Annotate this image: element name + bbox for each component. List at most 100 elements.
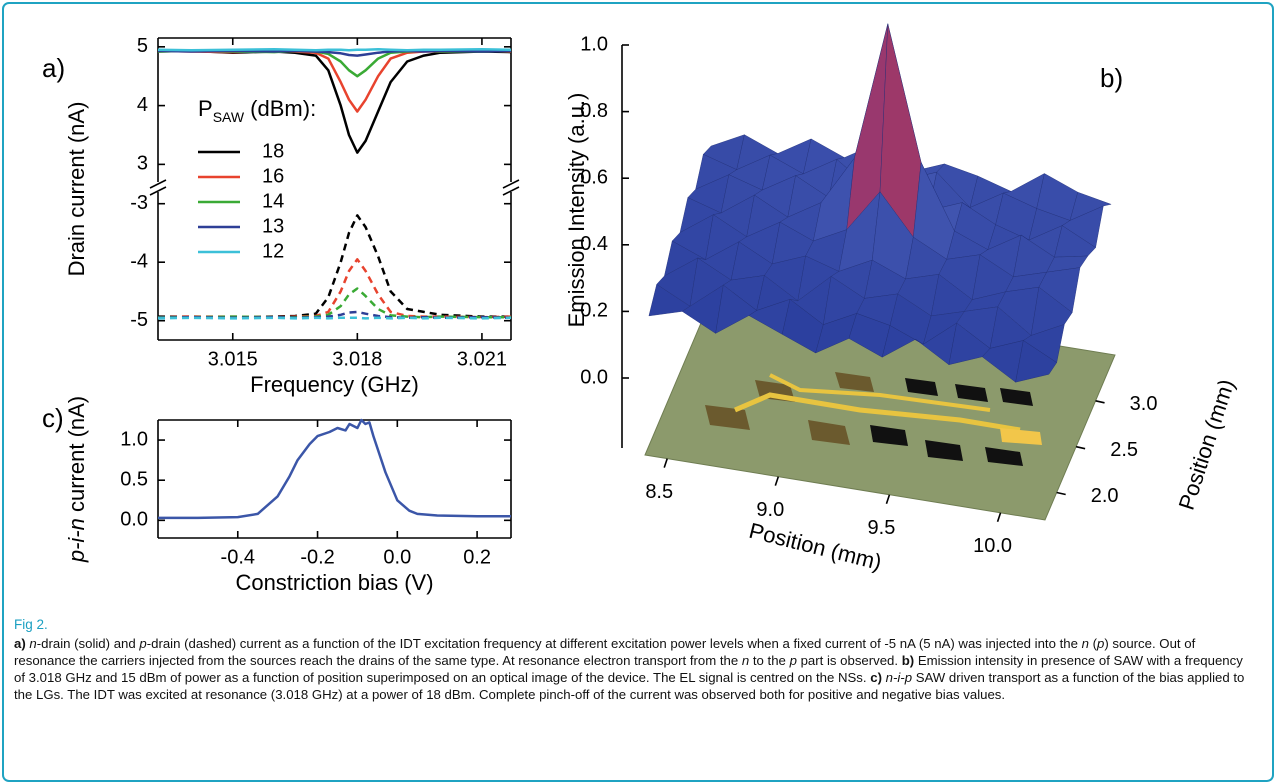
caption-text: a) n-drain (solid) and p-drain (dashed) … — [14, 635, 1254, 703]
caption-part: to the — [749, 653, 790, 668]
z-axis-title: Emission Intensity (a.u.) — [564, 93, 589, 328]
x-tick-label: 3.021 — [457, 348, 507, 370]
axis-break — [149, 186, 167, 196]
axis-break — [149, 179, 167, 189]
data-line — [157, 49, 512, 57]
x-tick — [996, 512, 1002, 523]
legend-title-part: (dBm): — [244, 96, 316, 121]
y-tick-label: 4 — [137, 94, 148, 116]
caption-part: ) source. Out of resonance the carriers … — [14, 636, 1196, 668]
legend-label: 13 — [262, 215, 284, 237]
y-axis-title: Drain current (nA) — [64, 102, 89, 277]
axis-break — [502, 186, 520, 196]
device-pad — [925, 440, 963, 461]
caption-part: p — [1097, 636, 1105, 651]
y-tick — [1056, 491, 1066, 496]
z-tick-label: 0.8 — [580, 100, 608, 122]
caption-part: p — [789, 653, 797, 668]
device-lead — [769, 373, 991, 412]
z-tick-label: 0.4 — [580, 233, 608, 255]
y-tick-label: 2.5 — [1110, 439, 1138, 461]
caption-part: -drain (dashed) current as a function of… — [146, 636, 1082, 651]
y-tick-label: 2.0 — [1091, 485, 1119, 507]
device-lead — [734, 392, 1021, 433]
panel-label: a) — [42, 53, 65, 83]
x-tick-label: 0.2 — [463, 546, 491, 568]
y-axis-title-part: current (nA) — [64, 396, 89, 518]
panel-label: c) — [42, 403, 64, 433]
x-tick-label: -0.4 — [221, 546, 255, 568]
caption-part: n — [29, 636, 37, 651]
x-tick-label: 3.018 — [332, 348, 382, 370]
x-tick-label: -0.2 — [300, 546, 334, 568]
data-line — [157, 47, 512, 52]
y-tick-label: 0.5 — [120, 468, 148, 490]
x-tick-label: 10.0 — [973, 535, 1012, 557]
y-axis-title: p-i-n current (nA) — [64, 396, 89, 563]
device-pad — [808, 420, 850, 445]
y-axis-title-part: p-i-n — [64, 518, 89, 563]
caption-part: Emission intensity in presence of SAW wi… — [14, 653, 1243, 685]
device-pad — [905, 378, 938, 396]
z-tick-label: 0.6 — [580, 166, 608, 188]
x-axis-title: Constriction bias (V) — [235, 570, 433, 595]
caption-part: b) — [901, 653, 915, 668]
y-tick — [1075, 445, 1086, 450]
surface-cell — [1015, 340, 1057, 383]
caption-part: part is observed. — [796, 653, 902, 668]
x-tick-label: 9.0 — [756, 499, 784, 521]
caption-part: -drain (solid) and — [36, 636, 140, 651]
x-tick-label: 0.0 — [383, 546, 411, 568]
device-pad — [835, 372, 874, 392]
caption-part: n — [741, 653, 750, 668]
legend-label: 18 — [262, 140, 284, 162]
y-tick-label: -3 — [130, 192, 148, 214]
x-tick — [774, 476, 780, 486]
legend-label: 14 — [262, 190, 284, 212]
legend-title-part: P — [198, 96, 213, 121]
panel-label: b) — [1100, 63, 1123, 93]
y-tick-label: 0.0 — [120, 509, 148, 531]
legend-label: 16 — [262, 165, 284, 187]
y-tick-label: 1.0 — [120, 428, 148, 450]
device-pad — [1000, 388, 1033, 406]
device-pad — [955, 384, 988, 402]
y-tick-label: 3 — [137, 153, 148, 175]
data-line — [158, 418, 511, 520]
y-tick-label: -5 — [130, 309, 148, 331]
y-tick-label: 3.0 — [1130, 393, 1158, 415]
caption-part: n — [1081, 636, 1089, 651]
z-tick-label: 0.2 — [580, 300, 608, 322]
x-axis-title: Frequency (GHz) — [250, 372, 419, 397]
caption-part: p — [139, 636, 147, 651]
legend-label: 12 — [262, 240, 284, 262]
caption: Fig 2. a) n-drain (solid) and p-drain (d… — [14, 616, 1254, 703]
legend-title-part: SAW — [213, 109, 245, 125]
x-axis-title: Position (mm) — [747, 518, 885, 575]
y-tick — [1095, 400, 1105, 404]
x-tick — [663, 458, 668, 468]
z-tick-label: 1.0 — [580, 33, 608, 55]
caption-part: a) — [14, 636, 26, 651]
caption-part: n-i-p — [885, 670, 913, 685]
x-tick-label: 9.5 — [868, 517, 896, 539]
caption-part: c) — [870, 670, 882, 685]
device-pad — [705, 405, 750, 430]
x-tick — [885, 494, 891, 504]
data-line — [157, 258, 512, 319]
y-tick-label: -4 — [130, 250, 148, 272]
y-axis-title: Position (mm) — [1174, 376, 1240, 513]
z-tick-label: 0.0 — [580, 366, 608, 388]
x-tick-label: 3.015 — [208, 348, 258, 370]
device-pad — [1000, 428, 1042, 445]
caption-label: Fig 2. — [14, 617, 48, 632]
data-line — [157, 316, 512, 320]
device-image — [705, 372, 1042, 466]
legend-title: PSAW (dBm): — [198, 96, 316, 125]
device-pad — [870, 425, 908, 446]
axis-break — [502, 179, 520, 189]
caption-part: SAW driven transport as a function of th… — [14, 670, 1245, 702]
